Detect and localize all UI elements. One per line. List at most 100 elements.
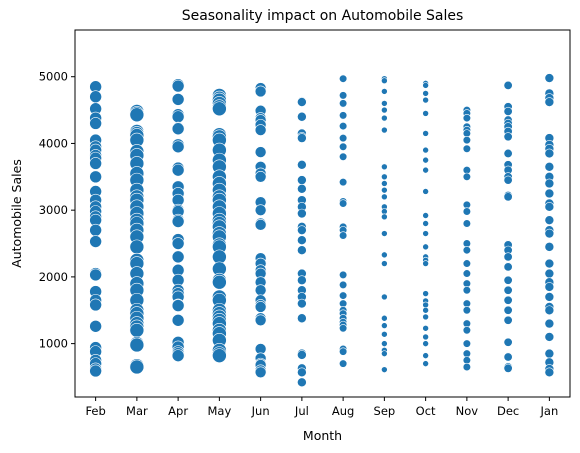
scatter-point (89, 170, 102, 184)
scatter-point (297, 235, 307, 245)
scatter-point (171, 215, 185, 228)
scatter-point (254, 366, 267, 379)
scatter-point (544, 148, 555, 159)
scatter-point (422, 166, 429, 174)
scatter-point (254, 146, 267, 158)
scatter-point (381, 173, 388, 181)
plot-area-frame (74, 29, 571, 398)
scatter-point (171, 140, 185, 154)
scatter-point (171, 163, 185, 177)
scatter-point (544, 318, 555, 329)
scatter-point (503, 285, 513, 295)
scatter-point (89, 298, 102, 312)
scatter-point (339, 133, 348, 143)
scatter-point (544, 367, 555, 378)
scatter-point (381, 314, 388, 322)
x-tick-label: Sep (374, 404, 396, 418)
scatter-point (297, 159, 307, 170)
scatter-point (171, 79, 185, 93)
scatter-point (339, 199, 348, 208)
scatter-point (422, 340, 429, 347)
x-tick-label: Oct (416, 404, 436, 418)
scatter-point (254, 204, 267, 216)
scatter-point (254, 124, 267, 136)
scatter-point (381, 126, 388, 134)
scatter-point (129, 359, 145, 375)
scatter-point (339, 99, 348, 108)
scatter-point (422, 230, 429, 237)
scatter-point (339, 74, 348, 83)
scatter-point (381, 77, 388, 85)
scatter-point (462, 286, 471, 295)
scatter-point (503, 80, 513, 90)
x-tick-label: Aug (332, 404, 354, 418)
x-tick-label: Jan (540, 404, 559, 418)
scatter-point (381, 260, 388, 267)
scatter-point (212, 101, 227, 117)
scatter-point (462, 339, 471, 348)
scatter-point (339, 178, 348, 187)
scatter-point (171, 349, 185, 362)
scatter-point (381, 230, 388, 237)
scatter-point (381, 350, 388, 357)
x-tick-label: Mar (126, 404, 148, 418)
scatter-point (381, 100, 388, 107)
scatter-point (212, 348, 227, 363)
scatter-point (381, 163, 388, 171)
scatter-point (297, 377, 307, 388)
scatter-point (339, 291, 348, 300)
scatter-point (89, 157, 102, 170)
scatter-point (339, 121, 348, 131)
scatter-point (339, 231, 348, 240)
scatter-point (462, 362, 471, 372)
scatter-point (171, 110, 185, 124)
scatter-point (544, 97, 555, 107)
scatter-point (89, 117, 102, 130)
y-axis-ticks: 1000 2000 3000 4000 5000 (39, 70, 75, 351)
scatter-point (297, 175, 307, 185)
scatter-point (422, 324, 429, 332)
scatter-point (297, 133, 307, 143)
scatter-point (422, 260, 429, 267)
scatter-point (544, 242, 555, 252)
scatter-point (339, 324, 348, 333)
scatter-point (462, 207, 471, 216)
scatter-point (422, 188, 429, 195)
scatter-point (503, 148, 513, 158)
scatter-point (503, 262, 513, 272)
y-tick-label: 5000 (39, 70, 68, 84)
scatter-point (422, 96, 429, 104)
scatter-point (89, 319, 102, 333)
scatter-point (381, 293, 388, 301)
x-tick-label: Nov (456, 404, 479, 418)
scatter-point (422, 146, 429, 154)
data-points (89, 73, 555, 388)
scatter-point (422, 156, 429, 164)
scatter-point (422, 130, 429, 137)
x-tick-label: May (207, 404, 231, 418)
scatter-point (381, 340, 388, 347)
scatter-point (254, 171, 267, 183)
scatter-point (544, 305, 555, 316)
scatter-point (503, 275, 513, 285)
scatter-point (544, 332, 555, 342)
scatter-point (381, 330, 388, 338)
scatter-point (339, 111, 348, 120)
scatter-point (254, 301, 267, 313)
y-axis-label: Automobile Sales (9, 159, 24, 268)
scatter-point (422, 110, 429, 117)
scatter-point (89, 223, 102, 237)
scatter-point (544, 178, 555, 189)
scatter-point (297, 275, 307, 286)
scatter-point (544, 202, 555, 212)
scatter-point (129, 239, 145, 255)
y-tick-label: 2000 (39, 270, 68, 284)
y-tick-label: 3000 (39, 203, 68, 217)
scatter-point (171, 313, 185, 327)
scatter-point (503, 337, 513, 347)
scatter-point (339, 91, 348, 100)
scatter-point (503, 106, 513, 116)
scatter-point (422, 313, 429, 321)
scatter-point (171, 250, 185, 264)
scatter-point (422, 212, 429, 219)
